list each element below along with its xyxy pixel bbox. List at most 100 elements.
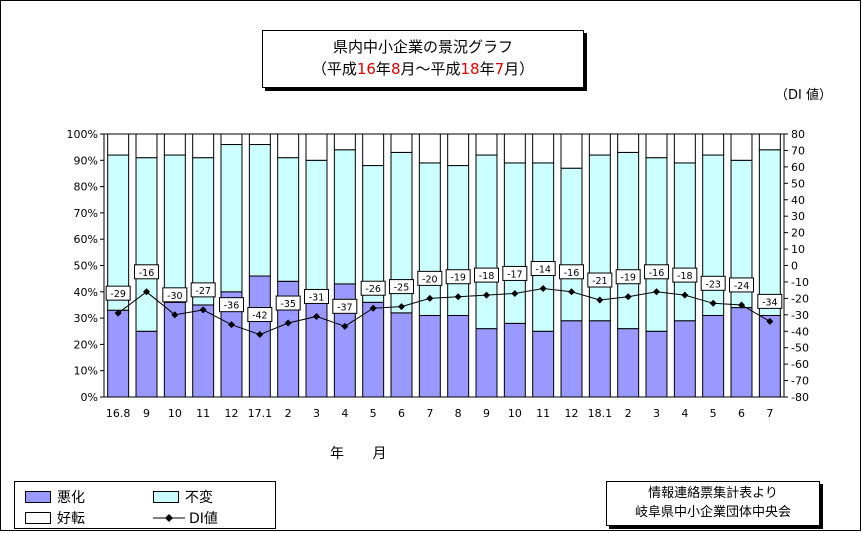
bar-better xyxy=(532,133,555,164)
di-label-box xyxy=(587,272,613,288)
y2-tick-label: -80 xyxy=(791,391,809,404)
di-point xyxy=(256,331,264,339)
y2-tick-label: -30 xyxy=(791,309,809,322)
bar-better xyxy=(107,133,130,156)
y-tick-label: 30% xyxy=(74,312,98,325)
legend-item-worse: 悪化 xyxy=(25,487,85,507)
di-label-box xyxy=(530,261,556,277)
di-point xyxy=(539,285,547,293)
y2-tick-label: 20 xyxy=(791,227,805,240)
legend-label-same: 不変 xyxy=(185,490,213,506)
x-tick-label: 2 xyxy=(625,407,632,420)
di-data-label: -18 xyxy=(677,271,693,282)
di-label-layer: -29 -16 -30 -27 -36 -42 -35 -31 -37 -26 -25 -20 -19 -… xyxy=(105,261,783,323)
di-data-label: -34 xyxy=(762,297,778,308)
bar-better xyxy=(758,133,781,151)
bar-same xyxy=(333,149,356,285)
y2-tick-label: -20 xyxy=(791,292,809,305)
di-label-box xyxy=(134,264,159,280)
legend-di-line-icon xyxy=(153,514,185,522)
di-point xyxy=(369,304,377,312)
di-label-box xyxy=(615,269,641,285)
subtitle-month-end: 7 xyxy=(494,60,505,78)
bar-layer xyxy=(107,133,781,398)
di-data-label: -14 xyxy=(535,265,551,276)
x-tick-label: 6 xyxy=(398,407,405,420)
di-label-box xyxy=(332,298,358,314)
x-tick-label: 18.1 xyxy=(588,407,613,420)
di-data-label: -23 xyxy=(705,279,721,290)
bar-better xyxy=(447,133,470,167)
legend-label-worse: 悪化 xyxy=(57,490,85,506)
di-data-label: -16 xyxy=(139,268,155,279)
bar-same xyxy=(135,157,158,332)
bar-better xyxy=(503,133,526,164)
di-data-label: -16 xyxy=(564,268,580,279)
x-tick-label: 16.8 xyxy=(106,407,131,420)
di-data-label: -29 xyxy=(110,289,126,300)
di-data-label: -25 xyxy=(394,283,410,294)
di-label-box xyxy=(417,270,443,286)
bar-better xyxy=(333,133,356,151)
bar-worse xyxy=(730,307,753,398)
y-tick-label: 20% xyxy=(74,338,98,351)
y2-tick-label: 30 xyxy=(791,210,805,223)
y2-tick-label: -40 xyxy=(791,325,809,338)
bar-worse xyxy=(560,320,583,398)
x-tick-label: 2 xyxy=(285,407,292,420)
bar-better xyxy=(362,133,385,167)
bar-better xyxy=(192,133,215,159)
di-data-label: -30 xyxy=(167,291,183,302)
di-label-box xyxy=(700,275,726,291)
x-tick-label: 17.1 xyxy=(248,407,273,420)
bar-same xyxy=(447,165,470,316)
di-point xyxy=(398,303,405,311)
x-tick-label: 6 xyxy=(738,407,745,420)
bar-same xyxy=(702,154,725,316)
x-tick-label: 7 xyxy=(766,407,773,420)
di-point xyxy=(454,293,462,301)
bar-same xyxy=(163,154,186,303)
bar-better xyxy=(418,133,441,164)
bar-better xyxy=(475,133,498,156)
bar-worse xyxy=(305,296,328,398)
bar-better xyxy=(730,133,753,161)
di-data-label: -21 xyxy=(592,276,608,287)
bar-worse xyxy=(645,330,668,398)
legend-item-better: 好転 xyxy=(25,508,85,528)
legend-label-better: 好転 xyxy=(57,511,85,527)
di-label-box xyxy=(247,307,273,323)
y2-tick-label: -70 xyxy=(791,375,809,388)
bar-better xyxy=(560,133,583,169)
di-point xyxy=(738,301,745,309)
bar-worse xyxy=(135,330,158,398)
y2-tick-label: -50 xyxy=(791,342,809,355)
bar-better xyxy=(645,133,668,159)
bar-better xyxy=(617,133,640,153)
di-point xyxy=(624,293,632,301)
bar-better xyxy=(220,133,243,146)
di-data-label: -26 xyxy=(365,284,381,295)
bar-same xyxy=(277,157,300,282)
di-point xyxy=(284,319,292,327)
di-line xyxy=(117,288,771,336)
di-data-label: -35 xyxy=(280,299,296,310)
di-data-label: -37 xyxy=(337,302,353,313)
bar-worse xyxy=(758,314,781,398)
di-label-box xyxy=(474,267,499,283)
bar-same xyxy=(418,162,441,316)
di-label-box xyxy=(559,264,584,280)
legend: 悪化 不変 好転 DI値 xyxy=(14,481,276,529)
chart-title: 県内中小企業の景況グラフ xyxy=(332,38,513,56)
di-label-box xyxy=(502,265,528,281)
di-point xyxy=(114,309,122,317)
di-data-label: -36 xyxy=(224,301,240,312)
source-line-1: 情報連絡票集計表より xyxy=(648,486,778,501)
di-point xyxy=(426,294,434,302)
y2-tick-label: -60 xyxy=(791,358,809,371)
y2-tick-label: 10 xyxy=(791,243,805,256)
di-point xyxy=(681,291,689,299)
di-label-box xyxy=(105,285,131,301)
